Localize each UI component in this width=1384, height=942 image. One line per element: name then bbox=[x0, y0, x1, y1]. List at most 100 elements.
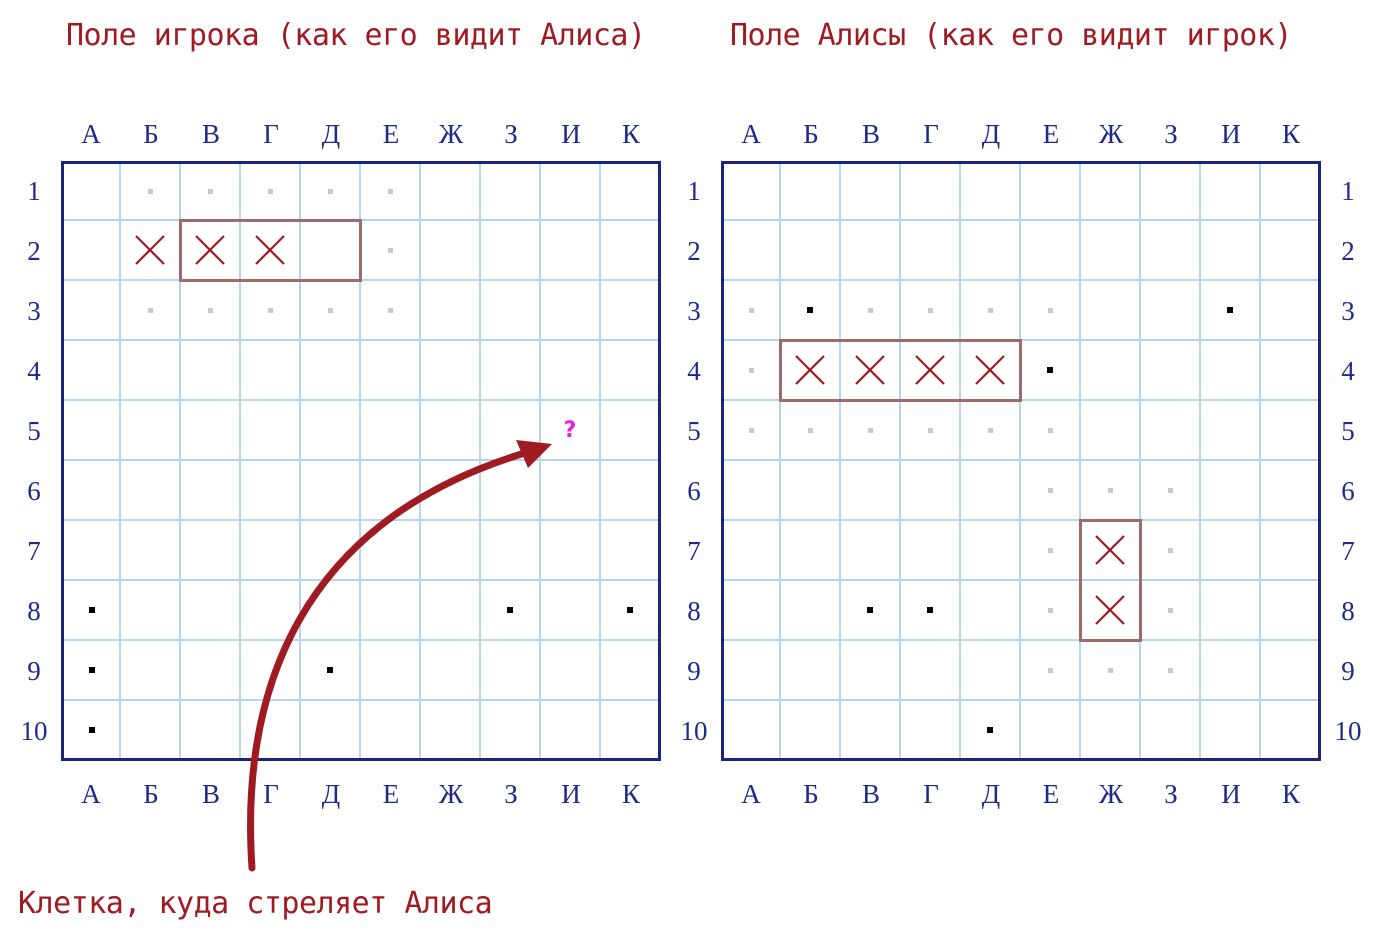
board-cell[interactable] bbox=[1081, 401, 1141, 461]
board-cell[interactable] bbox=[181, 701, 241, 758]
board-cell[interactable] bbox=[64, 281, 121, 341]
board-cell[interactable] bbox=[781, 401, 841, 461]
board-cell[interactable] bbox=[1081, 221, 1141, 281]
board-cell[interactable] bbox=[1141, 641, 1201, 701]
board-cell[interactable]: ? bbox=[541, 401, 601, 461]
board-cell[interactable] bbox=[241, 521, 301, 581]
board-cell[interactable] bbox=[601, 164, 658, 221]
board-cell[interactable] bbox=[1201, 401, 1261, 461]
board-cell[interactable] bbox=[301, 341, 361, 401]
board-cell[interactable] bbox=[601, 461, 658, 521]
board-cell[interactable] bbox=[1261, 401, 1318, 461]
board-cell[interactable] bbox=[301, 401, 361, 461]
board-cell[interactable] bbox=[301, 521, 361, 581]
board-cell[interactable] bbox=[1201, 461, 1261, 521]
board-cell[interactable] bbox=[421, 701, 481, 758]
board-cell[interactable] bbox=[1261, 641, 1318, 701]
board-cell[interactable] bbox=[421, 461, 481, 521]
board-cell[interactable] bbox=[1201, 221, 1261, 281]
board-cell[interactable] bbox=[64, 701, 121, 758]
board-cell[interactable] bbox=[361, 221, 421, 281]
board-cell[interactable] bbox=[121, 521, 181, 581]
board-cell[interactable] bbox=[961, 164, 1021, 221]
board-cell[interactable] bbox=[901, 521, 961, 581]
board-cell[interactable] bbox=[181, 641, 241, 701]
board-cell[interactable] bbox=[481, 281, 541, 341]
board-cell[interactable] bbox=[1021, 701, 1081, 758]
board-cell[interactable] bbox=[481, 341, 541, 401]
board-cell[interactable] bbox=[361, 401, 421, 461]
board-cell[interactable] bbox=[181, 461, 241, 521]
board-cell[interactable] bbox=[121, 581, 181, 641]
board-cell[interactable] bbox=[241, 461, 301, 521]
board-cell[interactable] bbox=[1021, 164, 1081, 221]
board-cell[interactable] bbox=[901, 461, 961, 521]
board-cell[interactable] bbox=[781, 461, 841, 521]
board-cell[interactable] bbox=[121, 641, 181, 701]
board-cell[interactable] bbox=[724, 641, 781, 701]
board-cell[interactable] bbox=[421, 281, 481, 341]
board-cell[interactable] bbox=[64, 221, 121, 281]
board-cell[interactable] bbox=[64, 401, 121, 461]
board-cell[interactable] bbox=[64, 164, 121, 221]
board-cell[interactable] bbox=[64, 341, 121, 401]
board-cell[interactable] bbox=[1021, 281, 1081, 341]
board-cell[interactable] bbox=[1141, 164, 1201, 221]
board-cell[interactable] bbox=[841, 461, 901, 521]
board-cell[interactable] bbox=[301, 581, 361, 641]
board-cell[interactable] bbox=[361, 581, 421, 641]
board-cell[interactable] bbox=[781, 641, 841, 701]
board-cell[interactable] bbox=[841, 221, 901, 281]
board-cell[interactable] bbox=[724, 221, 781, 281]
board-cell[interactable] bbox=[481, 461, 541, 521]
board-cell[interactable] bbox=[1021, 221, 1081, 281]
board-cell[interactable] bbox=[361, 641, 421, 701]
board-cell[interactable] bbox=[421, 521, 481, 581]
board-cell[interactable] bbox=[1141, 341, 1201, 401]
board-cell[interactable] bbox=[781, 164, 841, 221]
board-cell[interactable] bbox=[541, 164, 601, 221]
board-cell[interactable] bbox=[361, 164, 421, 221]
board-cell[interactable] bbox=[1261, 221, 1318, 281]
board-cell[interactable] bbox=[541, 701, 601, 758]
board-cell[interactable] bbox=[601, 281, 658, 341]
board-cell[interactable] bbox=[301, 281, 361, 341]
board-cell[interactable] bbox=[961, 641, 1021, 701]
board-cell[interactable] bbox=[64, 581, 121, 641]
board-cell[interactable] bbox=[1141, 221, 1201, 281]
board-cell[interactable] bbox=[301, 701, 361, 758]
board-cell[interactable] bbox=[1021, 461, 1081, 521]
board-cell[interactable] bbox=[181, 341, 241, 401]
board-cell[interactable] bbox=[481, 641, 541, 701]
board-cell[interactable] bbox=[241, 401, 301, 461]
board-cell[interactable] bbox=[601, 221, 658, 281]
board-cell[interactable] bbox=[901, 401, 961, 461]
board-cell[interactable] bbox=[724, 581, 781, 641]
board-cell[interactable] bbox=[901, 701, 961, 758]
board-cell[interactable] bbox=[1081, 641, 1141, 701]
board-cell[interactable] bbox=[1081, 701, 1141, 758]
board-cell[interactable] bbox=[601, 341, 658, 401]
board-cell[interactable] bbox=[421, 164, 481, 221]
board-cell[interactable] bbox=[1081, 341, 1141, 401]
board-cell[interactable] bbox=[841, 521, 901, 581]
board-cell[interactable] bbox=[781, 221, 841, 281]
board-cell[interactable] bbox=[1021, 641, 1081, 701]
board-cell[interactable] bbox=[901, 164, 961, 221]
board-cell[interactable] bbox=[541, 281, 601, 341]
board-cell[interactable] bbox=[241, 281, 301, 341]
board-cell[interactable] bbox=[541, 521, 601, 581]
board-cell[interactable] bbox=[601, 641, 658, 701]
board-cell[interactable] bbox=[541, 581, 601, 641]
board-cell[interactable] bbox=[841, 641, 901, 701]
board-cell[interactable] bbox=[481, 164, 541, 221]
board-cell[interactable] bbox=[901, 221, 961, 281]
board-cell[interactable] bbox=[961, 521, 1021, 581]
board-cell[interactable] bbox=[181, 401, 241, 461]
board-cell[interactable] bbox=[181, 281, 241, 341]
board-cell[interactable] bbox=[1021, 341, 1081, 401]
board-cell[interactable] bbox=[361, 521, 421, 581]
board-cell[interactable] bbox=[724, 701, 781, 758]
board-cell[interactable] bbox=[1201, 581, 1261, 641]
board-cell[interactable] bbox=[1201, 164, 1261, 221]
